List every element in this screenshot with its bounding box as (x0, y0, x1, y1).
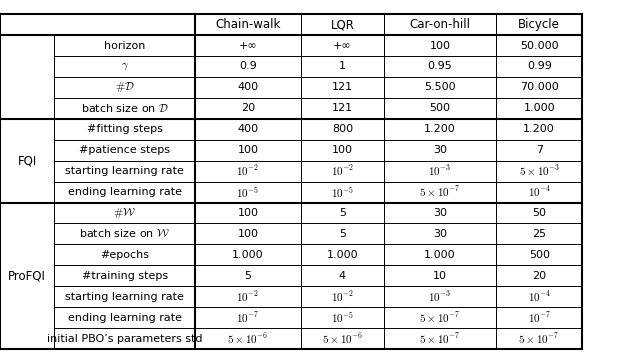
Text: $10^{-3}$: $10^{-3}$ (428, 289, 452, 304)
Text: ProFQI: ProFQI (8, 269, 46, 282)
Text: $5 \times 10^{-7}$: $5 \times 10^{-7}$ (518, 331, 560, 346)
Text: 5: 5 (244, 271, 252, 281)
Text: FQI: FQI (17, 154, 37, 167)
Text: 30: 30 (433, 145, 447, 155)
Text: LQR: LQR (330, 18, 355, 31)
Text: 500: 500 (529, 250, 550, 260)
Text: 20: 20 (241, 103, 255, 113)
Text: 0.95: 0.95 (428, 61, 452, 71)
Text: 5: 5 (339, 208, 346, 218)
Text: 100: 100 (237, 208, 259, 218)
Text: 50.000: 50.000 (520, 41, 559, 50)
Text: $10^{-4}$: $10^{-4}$ (527, 185, 551, 199)
Text: $10^{-2}$: $10^{-2}$ (331, 164, 354, 179)
Text: 121: 121 (332, 103, 353, 113)
Text: Bicycle: Bicycle (518, 18, 560, 31)
Text: 400: 400 (237, 124, 259, 134)
Text: batch size on $\mathcal{W}$: batch size on $\mathcal{W}$ (79, 228, 170, 239)
Text: #training steps: #training steps (82, 271, 168, 281)
Text: initial PBO’s parameters std: initial PBO’s parameters std (47, 334, 202, 343)
Text: 121: 121 (332, 82, 353, 92)
Text: 1.200: 1.200 (424, 124, 456, 134)
Text: 1.000: 1.000 (232, 250, 264, 260)
Text: $10^{-3}$: $10^{-3}$ (428, 164, 452, 179)
Text: +∞: +∞ (239, 41, 257, 50)
Text: 20: 20 (532, 271, 547, 281)
Text: 5.500: 5.500 (424, 82, 456, 92)
Text: horizon: horizon (104, 41, 145, 50)
Text: $10^{-7}$: $10^{-7}$ (236, 310, 260, 325)
Text: ending learning rate: ending learning rate (68, 187, 182, 197)
Text: $10^{-2}$: $10^{-2}$ (236, 289, 260, 304)
Text: #fitting steps: #fitting steps (87, 124, 163, 134)
Text: starting learning rate: starting learning rate (65, 166, 184, 176)
Text: +∞: +∞ (333, 41, 352, 50)
Text: $10^{-4}$: $10^{-4}$ (527, 289, 551, 304)
Text: $5 \times 10^{-6}$: $5 \times 10^{-6}$ (322, 331, 363, 346)
Text: Car-on-hill: Car-on-hill (410, 18, 470, 31)
Text: $5 \times 10^{-3}$: $5 \times 10^{-3}$ (518, 164, 560, 179)
Text: 800: 800 (332, 124, 353, 134)
Text: 1.000: 1.000 (424, 250, 456, 260)
Text: Chain-walk: Chain-walk (215, 18, 281, 31)
Text: 100: 100 (429, 41, 451, 50)
Text: 0.9: 0.9 (239, 61, 257, 71)
Text: 25: 25 (532, 229, 547, 239)
Text: $10^{-2}$: $10^{-2}$ (236, 164, 260, 179)
Text: 1: 1 (339, 61, 346, 71)
Text: 7: 7 (536, 145, 543, 155)
Text: batch size on $\mathcal{D}$: batch size on $\mathcal{D}$ (81, 102, 169, 114)
Text: #epochs: #epochs (100, 250, 149, 260)
Text: starting learning rate: starting learning rate (65, 292, 184, 302)
Text: $5 \times 10^{-7}$: $5 \times 10^{-7}$ (419, 310, 461, 325)
Text: 100: 100 (237, 145, 259, 155)
Text: #patience steps: #patience steps (79, 145, 170, 155)
Text: $\#\mathcal{D}$: $\#\mathcal{D}$ (115, 80, 134, 94)
Text: ending learning rate: ending learning rate (68, 313, 182, 323)
Text: $10^{-5}$: $10^{-5}$ (331, 185, 354, 199)
Text: $5 \times 10^{-6}$: $5 \times 10^{-6}$ (227, 331, 269, 346)
Text: $5 \times 10^{-7}$: $5 \times 10^{-7}$ (419, 331, 461, 346)
Text: $10^{-7}$: $10^{-7}$ (527, 310, 551, 325)
Text: $\gamma$: $\gamma$ (121, 61, 129, 72)
Text: 100: 100 (237, 229, 259, 239)
Text: 30: 30 (433, 229, 447, 239)
Text: 10: 10 (433, 271, 447, 281)
Text: $10^{-2}$: $10^{-2}$ (331, 289, 354, 304)
Text: $10^{-5}$: $10^{-5}$ (236, 185, 260, 199)
Text: 5: 5 (339, 229, 346, 239)
Text: 400: 400 (237, 82, 259, 92)
Text: 50: 50 (532, 208, 546, 218)
Text: 30: 30 (433, 208, 447, 218)
Text: 1.000: 1.000 (326, 250, 358, 260)
Text: 4: 4 (339, 271, 346, 281)
Text: 70.000: 70.000 (520, 82, 559, 92)
Text: 100: 100 (332, 145, 353, 155)
Text: $\#\mathcal{W}$: $\#\mathcal{W}$ (113, 206, 136, 220)
Text: $5 \times 10^{-7}$: $5 \times 10^{-7}$ (419, 185, 461, 199)
Text: 1.200: 1.200 (524, 124, 555, 134)
Text: $10^{-5}$: $10^{-5}$ (331, 310, 354, 325)
Text: 0.99: 0.99 (527, 61, 552, 71)
Text: 1.000: 1.000 (524, 103, 555, 113)
Text: 500: 500 (429, 103, 451, 113)
